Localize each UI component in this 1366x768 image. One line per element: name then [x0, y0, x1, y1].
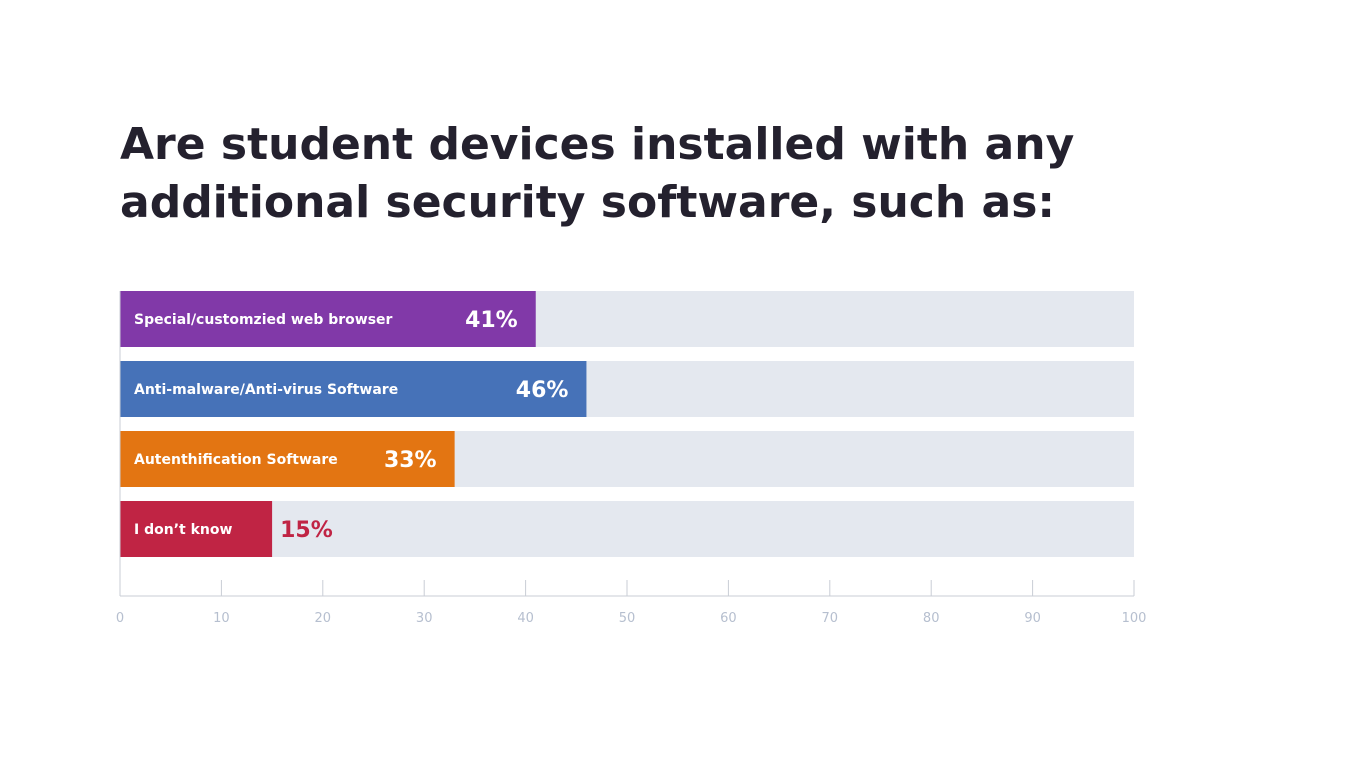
x-tick-label: 30	[416, 611, 433, 626]
bar-track	[120, 501, 1134, 557]
x-tick-label: 40	[517, 611, 534, 626]
value-labels: 41% 46% 33% 15%	[280, 308, 568, 543]
x-axis: 0 10 20 30 40 50 60 70 80 90 100	[116, 291, 1147, 626]
bar	[120, 431, 455, 487]
x-tick-label: 10	[213, 611, 230, 626]
x-tick-label: 60	[720, 611, 737, 626]
value-label: 15%	[280, 518, 333, 543]
chart-title: Are student devices installed with any a…	[120, 119, 1075, 228]
bar	[120, 361, 587, 417]
value-label: 46%	[516, 378, 569, 403]
x-tick-label: 70	[822, 611, 839, 626]
category-label: Anti-malware/Anti-virus Software	[134, 382, 398, 398]
x-tick-label: 90	[1024, 611, 1041, 626]
x-tick-label: 100	[1122, 611, 1147, 626]
x-tick-label: 0	[116, 611, 124, 626]
x-tick-label: 20	[315, 611, 332, 626]
x-tick-label: 50	[619, 611, 636, 626]
category-label: Special/customzied web browser	[134, 312, 393, 328]
x-tick-label: 80	[923, 611, 940, 626]
bar	[120, 291, 536, 347]
value-label: 33%	[384, 448, 437, 473]
bars	[120, 291, 587, 557]
category-label: I don’t know	[134, 522, 232, 538]
category-labels: Special/customzied web browser Anti-malwa…	[134, 312, 398, 538]
value-label: 41%	[465, 308, 518, 333]
bar	[120, 501, 273, 557]
category-label: Autenthification Software	[134, 452, 338, 468]
